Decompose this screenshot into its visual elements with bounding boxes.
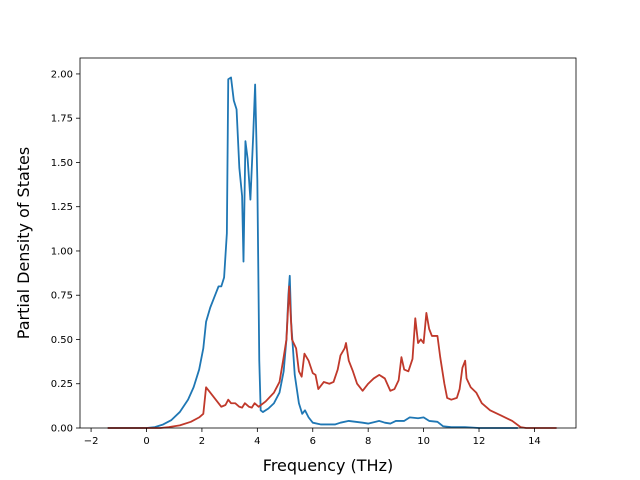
y-tick-label: 1.50 <box>51 158 73 169</box>
plot-area <box>80 58 576 428</box>
y-axis-ticks: 0.00 0.25 0.50 0.75 1.00 1.25 1.50 1.75 2.00 <box>51 69 80 435</box>
series-line-2 <box>107 285 557 429</box>
x-tick-label: 6 <box>310 436 316 447</box>
series-line-1 <box>107 76 518 429</box>
x-tick-label: 4 <box>254 436 260 447</box>
x-tick-label: 12 <box>473 436 486 447</box>
x-tick-label: 0 <box>143 436 149 447</box>
x-axis-label: Frequency (THz) <box>263 456 393 475</box>
x-tick-label: −2 <box>84 436 99 447</box>
y-tick-label: 1.00 <box>51 246 73 257</box>
x-tick-label: 8 <box>365 436 371 447</box>
axes-frame <box>79 57 577 429</box>
x-tick-label: 10 <box>417 436 430 447</box>
y-tick-label: 1.75 <box>51 114 73 125</box>
y-axis-label: Partial Density of States <box>14 147 33 339</box>
y-tick-label: 1.25 <box>51 202 73 213</box>
series-layer <box>107 76 557 429</box>
x-tick-label: 14 <box>528 436 541 447</box>
x-tick-label: 2 <box>199 436 205 447</box>
y-tick-label: 0.25 <box>51 379 73 390</box>
y-tick-label: 0.75 <box>51 291 73 302</box>
y-tick-label: 0.00 <box>51 424 73 435</box>
y-tick-label: 2.00 <box>51 69 73 80</box>
y-tick-label: 0.50 <box>51 335 73 346</box>
axes-background <box>80 58 576 428</box>
x-axis-ticks: −2 0 2 4 6 8 10 12 14 <box>84 428 541 447</box>
